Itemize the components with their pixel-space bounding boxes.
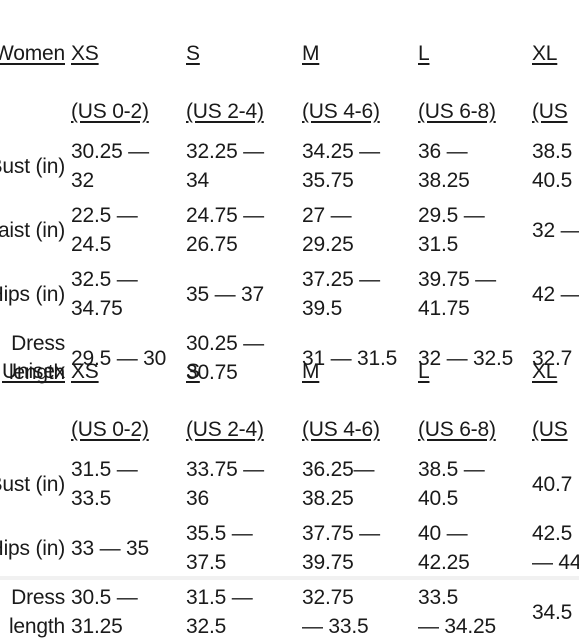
size-us-range: (US 2-4) bbox=[186, 100, 264, 123]
size-header: M (US 4-6) bbox=[302, 10, 418, 134]
cell-value: 31.5 — 32.5 bbox=[186, 586, 253, 638]
size-us-range: (US 2-4) bbox=[186, 418, 264, 441]
size-table-women: Women XS (US 0-2) S (US 2-4) M (US 4-6) … bbox=[0, 10, 579, 390]
size-header: XS (US 0-2) bbox=[71, 328, 186, 452]
cell-value: 30.5 — 31.25 bbox=[71, 586, 138, 638]
size-header: XS (US 0-2) bbox=[71, 10, 186, 134]
size-code: S bbox=[186, 42, 200, 65]
cell-value: 35.5 — 37.5 bbox=[186, 522, 253, 574]
size-us-range: (US 4-6) bbox=[302, 100, 380, 123]
measurement-row-hips: Hips (in) 33 — 35 35.5 — 37.5 37.75 — 39… bbox=[0, 516, 579, 580]
size-header: XL (US bbox=[532, 328, 579, 452]
category-name: Women bbox=[0, 42, 65, 65]
size-us-range: (US 0-2) bbox=[71, 100, 149, 123]
row-label: Dress length bbox=[8, 332, 65, 384]
category-label: Unisex bbox=[0, 328, 71, 452]
row-label: Bust (in) bbox=[0, 472, 65, 496]
row-label: Hips (in) bbox=[0, 536, 65, 560]
size-us-range: (US 4-6) bbox=[302, 418, 380, 441]
size-code: M bbox=[302, 360, 320, 383]
cell-value: 24.75 — 26.75 bbox=[186, 204, 264, 256]
measurement-row-waist: Waist (in) 22.5 — 24.5 24.75 — 26.75 27 … bbox=[0, 198, 579, 262]
cell-value: 38.5 40.5 bbox=[532, 140, 573, 192]
measurement-row-dress-length: Dress length 30.5 — 31.25 31.5 — 32.5 32… bbox=[0, 580, 579, 644]
size-header-row: Unisex XS (US 0-2) S (US 2-4) M (US 4-6)… bbox=[0, 328, 579, 452]
size-table-unisex: Unisex XS (US 0-2) S (US 2-4) M (US 4-6)… bbox=[0, 328, 579, 644]
cell-value: 34.5 bbox=[532, 600, 573, 624]
cell-value: 32.25 — 34 bbox=[186, 140, 264, 192]
size-code: XS bbox=[71, 360, 99, 383]
cell-value: 30.25 — 32 bbox=[71, 140, 149, 192]
size-code: XS bbox=[71, 42, 99, 65]
measurement-row-bust: Bust (in) 31.5 — 33.5 33.75 — 36 36.25— … bbox=[0, 452, 579, 516]
cell-value: 22.5 — 24.5 bbox=[71, 204, 138, 256]
size-header: L (US 6-8) bbox=[418, 10, 532, 134]
measurement-row-dress-length: Dress length 29.5 — 30 30.25 — 30.75 31 … bbox=[0, 326, 579, 390]
size-code: L bbox=[418, 360, 430, 383]
measurement-row-hips: Hips (in) 32.5 — 34.75 35 — 37 37.25 — 3… bbox=[0, 262, 579, 326]
cell-value: 32 — 32.5 bbox=[418, 346, 514, 370]
cell-value: 34.25 — 35.75 bbox=[302, 140, 380, 192]
cell-value: 42 — bbox=[532, 282, 579, 306]
cell-value: 36 — 38.25 bbox=[418, 140, 470, 192]
size-us-range: (US 6-8) bbox=[418, 100, 496, 123]
row-label: Hips (in) bbox=[0, 282, 65, 306]
cell-value: 29.5 — 30 bbox=[71, 346, 167, 370]
size-us-range: (US 6-8) bbox=[418, 418, 496, 441]
cell-value: 31.5 — 33.5 bbox=[71, 458, 138, 510]
row-label: Bust (in) bbox=[0, 154, 65, 178]
bottom-divider bbox=[0, 576, 579, 580]
cell-value: 33 — 35 bbox=[71, 536, 149, 560]
size-code: XL bbox=[532, 360, 558, 383]
size-header: M (US 4-6) bbox=[302, 328, 418, 452]
size-us-range: (US bbox=[532, 418, 568, 441]
cell-value: 39.75 — 41.75 bbox=[418, 268, 496, 320]
size-code: L bbox=[418, 42, 430, 65]
category-name: Unisex bbox=[2, 360, 65, 383]
size-code: XL bbox=[532, 42, 558, 65]
cell-value: 38.5 — 40.5 bbox=[418, 458, 485, 510]
size-code: S bbox=[186, 360, 200, 383]
category-label: Women bbox=[0, 10, 71, 134]
cell-value: 32.75 — 33.5 bbox=[302, 586, 369, 638]
cell-value: 33.75 — 36 bbox=[186, 458, 264, 510]
size-header: L (US 6-8) bbox=[418, 328, 532, 452]
size-header-row: Women XS (US 0-2) S (US 2-4) M (US 4-6) … bbox=[0, 10, 579, 134]
cell-value: 32.5 — 34.75 bbox=[71, 268, 138, 320]
size-chart: Women XS (US 0-2) S (US 2-4) M (US 4-6) … bbox=[0, 10, 579, 638]
size-header: S (US 2-4) bbox=[186, 328, 302, 452]
size-code: M bbox=[302, 42, 320, 65]
cell-value: 40 — 42.25 bbox=[418, 522, 470, 574]
cell-value: 33.5 — 34.25 bbox=[418, 586, 496, 638]
measurement-row-bust: Bust (in) 30.25 — 32 32.25 — 34 34.25 — … bbox=[0, 134, 579, 198]
row-label: Waist (in) bbox=[0, 218, 65, 242]
cell-value: 30.25 — 30.75 bbox=[186, 332, 264, 384]
row-label: Dress length bbox=[8, 586, 65, 638]
cell-value: 32 — bbox=[532, 218, 579, 242]
cell-value: 35 — 37 bbox=[186, 282, 264, 306]
size-us-range: (US 0-2) bbox=[71, 418, 149, 441]
cell-value: 31 — 31.5 bbox=[302, 346, 398, 370]
cell-value: 27 — 29.25 bbox=[302, 204, 354, 256]
cell-value: 32.7 bbox=[532, 346, 573, 370]
cell-value: 40.7 bbox=[532, 472, 573, 496]
size-us-range: (US bbox=[532, 100, 568, 123]
cell-value: 42.5 — 44 bbox=[532, 522, 579, 574]
cell-value: 37.25 — 39.5 bbox=[302, 268, 380, 320]
size-header: S (US 2-4) bbox=[186, 10, 302, 134]
cell-value: 36.25— 38.25 bbox=[302, 458, 375, 510]
cell-value: 37.75 — 39.75 bbox=[302, 522, 380, 574]
size-header: XL (US bbox=[532, 10, 579, 134]
cell-value: 29.5 — 31.5 bbox=[418, 204, 485, 256]
